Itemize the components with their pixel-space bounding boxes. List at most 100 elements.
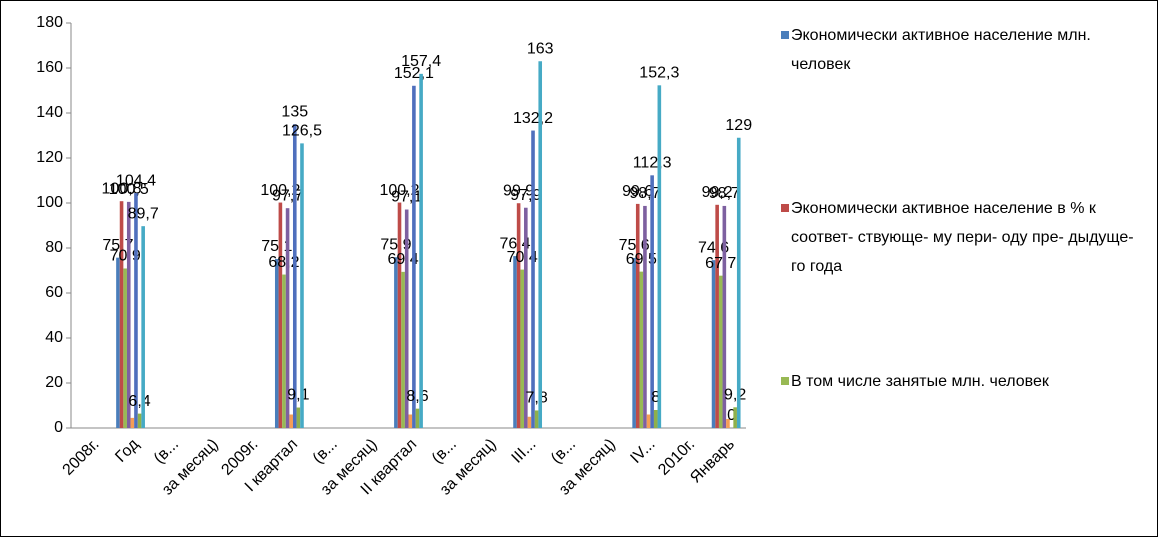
bar [412,85,416,429]
legend-swatch [781,31,789,39]
bar [733,407,737,428]
data-label: 75,6 [619,237,650,254]
data-label: 67,7 [705,255,736,272]
data-label: 112,3 [633,155,672,172]
bar [516,203,521,428]
data-label: 97,7 [272,187,303,204]
bar [646,414,651,428]
y-tick-label: 80 [45,239,63,256]
data-label: 0 [727,407,736,424]
bar [726,419,730,428]
data-label: 97,1 [391,189,422,206]
data-label: 126,5 [282,123,322,140]
bar [657,85,662,428]
data-label: 100,5 [109,181,149,198]
bar [718,275,723,428]
y-tick-label: 140 [36,104,63,121]
legend-item: Экономически активное население в % к со… [781,194,1141,281]
bar [285,208,290,428]
data-label: 74,6 [698,239,729,256]
y-tick-label: 60 [45,284,63,301]
data-label: 99,2 [702,184,733,201]
bar [639,271,644,428]
data-label: 89,7 [128,205,159,222]
x-tick-label: (в... [548,436,579,467]
bar [119,201,124,428]
bar [415,408,420,428]
bar [137,413,142,428]
data-label: 100,2 [260,182,300,199]
data-label: 70,9 [110,248,141,265]
data-label: 129 [725,117,752,134]
data-label: 75,7 [102,237,133,254]
data-label: 97,9 [510,187,541,204]
x-tick-label: (в... [151,436,182,467]
bar [650,175,654,428]
y-tick-label: 0 [54,419,63,436]
bar [635,203,640,428]
bar [116,257,120,428]
bar [123,268,127,428]
bar [531,130,535,429]
bar [300,143,304,428]
data-label: 68,2 [268,254,299,271]
bar [711,260,716,428]
legend-item: Экономически активное население млн. чел… [781,21,1141,79]
bar [394,257,398,428]
y-tick-label: 40 [45,329,63,346]
data-label: 75,9 [380,236,411,253]
bar [126,201,131,428]
x-tick-label: IV... [627,436,658,467]
bar [397,202,402,428]
legend-label: Экономически активное население в % к со… [791,200,1134,275]
data-label: 9,2 [724,387,746,404]
bar [538,61,543,428]
data-label: 132,2 [513,110,553,127]
data-label: 7,8 [525,390,547,407]
bar [141,226,145,428]
bar [134,193,138,428]
bar [282,274,286,428]
bar [274,259,279,428]
bar [527,416,532,428]
bar [632,257,636,428]
x-tick-label: (в... [429,436,460,467]
bar [289,414,293,428]
legend-swatch [781,377,789,385]
bar [292,124,297,428]
bar [736,137,741,428]
bar [296,407,301,428]
data-label: 8,6 [406,388,428,405]
data-label: 152,3 [639,65,679,82]
data-label: 98,7 [709,185,740,202]
x-tick-label: Январь [687,436,738,487]
legend-item: В том числе занятые млн. человек [781,367,1141,396]
data-label: 163 [527,40,554,57]
data-label: 152,1 [394,65,434,82]
legend-swatch [781,204,789,212]
data-label: 69,5 [626,251,657,268]
data-label: 98,7 [629,185,660,202]
y-tick-label: 120 [36,149,63,166]
bar [513,256,517,428]
data-label: 100,2 [379,182,419,199]
bar [401,271,405,428]
data-label: 157,4 [401,53,441,70]
data-label: 75,1 [261,238,292,255]
bar [524,207,528,428]
data-label: 8 [651,389,660,406]
data-label: 6,4 [128,393,150,410]
data-label: 70,4 [507,249,538,266]
bar [715,204,719,428]
data-label: 104,4 [116,172,156,189]
x-tick-label: Год [112,435,143,466]
bar [653,410,658,428]
data-label: 69,4 [388,251,419,268]
bar [534,410,539,428]
x-tick-label: (в... [310,436,341,467]
bar [520,269,525,428]
data-label: 76,4 [499,235,530,252]
legend-label: Экономически активное население млн. чел… [791,27,1091,73]
